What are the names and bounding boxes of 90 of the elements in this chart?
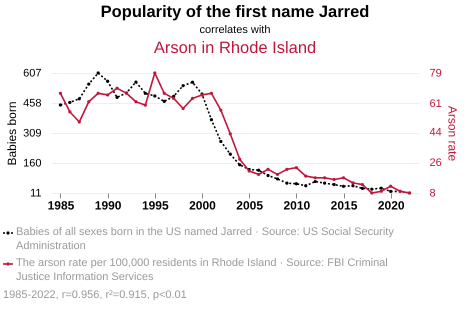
point xyxy=(87,82,90,86)
point xyxy=(106,80,110,83)
y2-tick-label: 61 xyxy=(430,98,442,110)
chart-title: Popularity of the first name Jarred xyxy=(100,3,370,21)
point xyxy=(304,184,308,188)
point xyxy=(182,106,185,110)
point xyxy=(219,108,222,112)
point xyxy=(276,172,280,176)
point xyxy=(144,104,147,107)
x-tick-label: 1995 xyxy=(142,198,169,212)
point xyxy=(228,152,232,156)
point xyxy=(78,97,81,100)
y-axis-title: Babies born xyxy=(5,101,20,166)
point xyxy=(342,184,346,188)
point xyxy=(134,100,138,104)
y2-axis-title: Arson rate xyxy=(446,106,460,162)
point xyxy=(285,168,288,171)
point xyxy=(389,184,392,188)
point xyxy=(332,178,336,182)
x-tick-label: 2000 xyxy=(189,198,216,212)
point xyxy=(238,163,242,166)
point xyxy=(380,186,383,190)
point xyxy=(162,100,166,103)
point xyxy=(153,94,156,98)
x-tick-label: 1990 xyxy=(94,198,122,212)
point xyxy=(182,84,185,88)
text: 1985-2022, r=0.956, r²=0.915, p<0.01 xyxy=(3,289,187,301)
point xyxy=(219,140,222,144)
point xyxy=(190,80,194,84)
point xyxy=(106,93,110,97)
point xyxy=(314,176,317,180)
point xyxy=(87,100,90,104)
point xyxy=(304,174,308,178)
y-tick-label: 309 xyxy=(23,128,42,140)
y2-tick-label: 8 xyxy=(430,188,436,200)
legend-label: The arson rate per 100,000 residents in Rhode Island · Source: FBI Criminal Justice Information Services xyxy=(16,257,388,283)
point xyxy=(68,110,72,114)
point xyxy=(314,180,317,184)
point xyxy=(276,177,280,180)
point xyxy=(115,86,119,90)
point xyxy=(257,172,260,176)
point xyxy=(190,96,194,100)
y-tick-label: 458 xyxy=(23,98,42,110)
chart-subtitle: correlates with xyxy=(200,24,270,36)
point xyxy=(238,158,242,161)
point xyxy=(115,96,119,99)
x-tick-label: 2020 xyxy=(378,198,405,212)
legend-label: Babies of all sexes born in the US named Jarred · Source: US Social Security Administration xyxy=(16,226,394,252)
point xyxy=(370,191,374,195)
point xyxy=(134,80,138,84)
y2-tick-label: 79 xyxy=(430,68,442,80)
point xyxy=(210,92,213,95)
x-tick-label: 1985 xyxy=(48,198,75,212)
point xyxy=(266,168,270,171)
point xyxy=(285,182,288,185)
point xyxy=(78,120,81,124)
point xyxy=(210,118,213,122)
point xyxy=(294,182,298,186)
y2-tick-label: 26 xyxy=(430,157,442,170)
point xyxy=(323,182,326,185)
point xyxy=(228,132,232,136)
point xyxy=(257,168,260,172)
point xyxy=(351,181,355,184)
point xyxy=(96,92,100,95)
point xyxy=(332,182,336,186)
point xyxy=(370,188,374,191)
point xyxy=(266,174,270,178)
point xyxy=(360,182,364,186)
point xyxy=(144,92,147,95)
point xyxy=(389,190,392,193)
y-tick-label: 11 xyxy=(30,188,42,200)
point xyxy=(351,184,355,188)
point xyxy=(294,166,298,170)
y2-tick-label: 44 xyxy=(430,126,442,139)
point xyxy=(58,92,62,95)
point xyxy=(162,92,166,95)
point xyxy=(96,71,100,75)
point xyxy=(153,71,156,75)
x-tick-label: 2010 xyxy=(283,198,311,212)
point xyxy=(380,190,383,193)
point xyxy=(58,103,62,107)
point xyxy=(342,176,346,180)
text: Arson in Rhode Island xyxy=(154,39,316,57)
y-tick-label: 607 xyxy=(23,68,42,80)
point xyxy=(68,100,72,104)
x-tick-label: 2005 xyxy=(236,198,264,212)
y-tick-label: 160 xyxy=(23,158,42,170)
point xyxy=(323,176,326,180)
x-tick-label: 2015 xyxy=(330,198,358,212)
point xyxy=(360,186,364,190)
